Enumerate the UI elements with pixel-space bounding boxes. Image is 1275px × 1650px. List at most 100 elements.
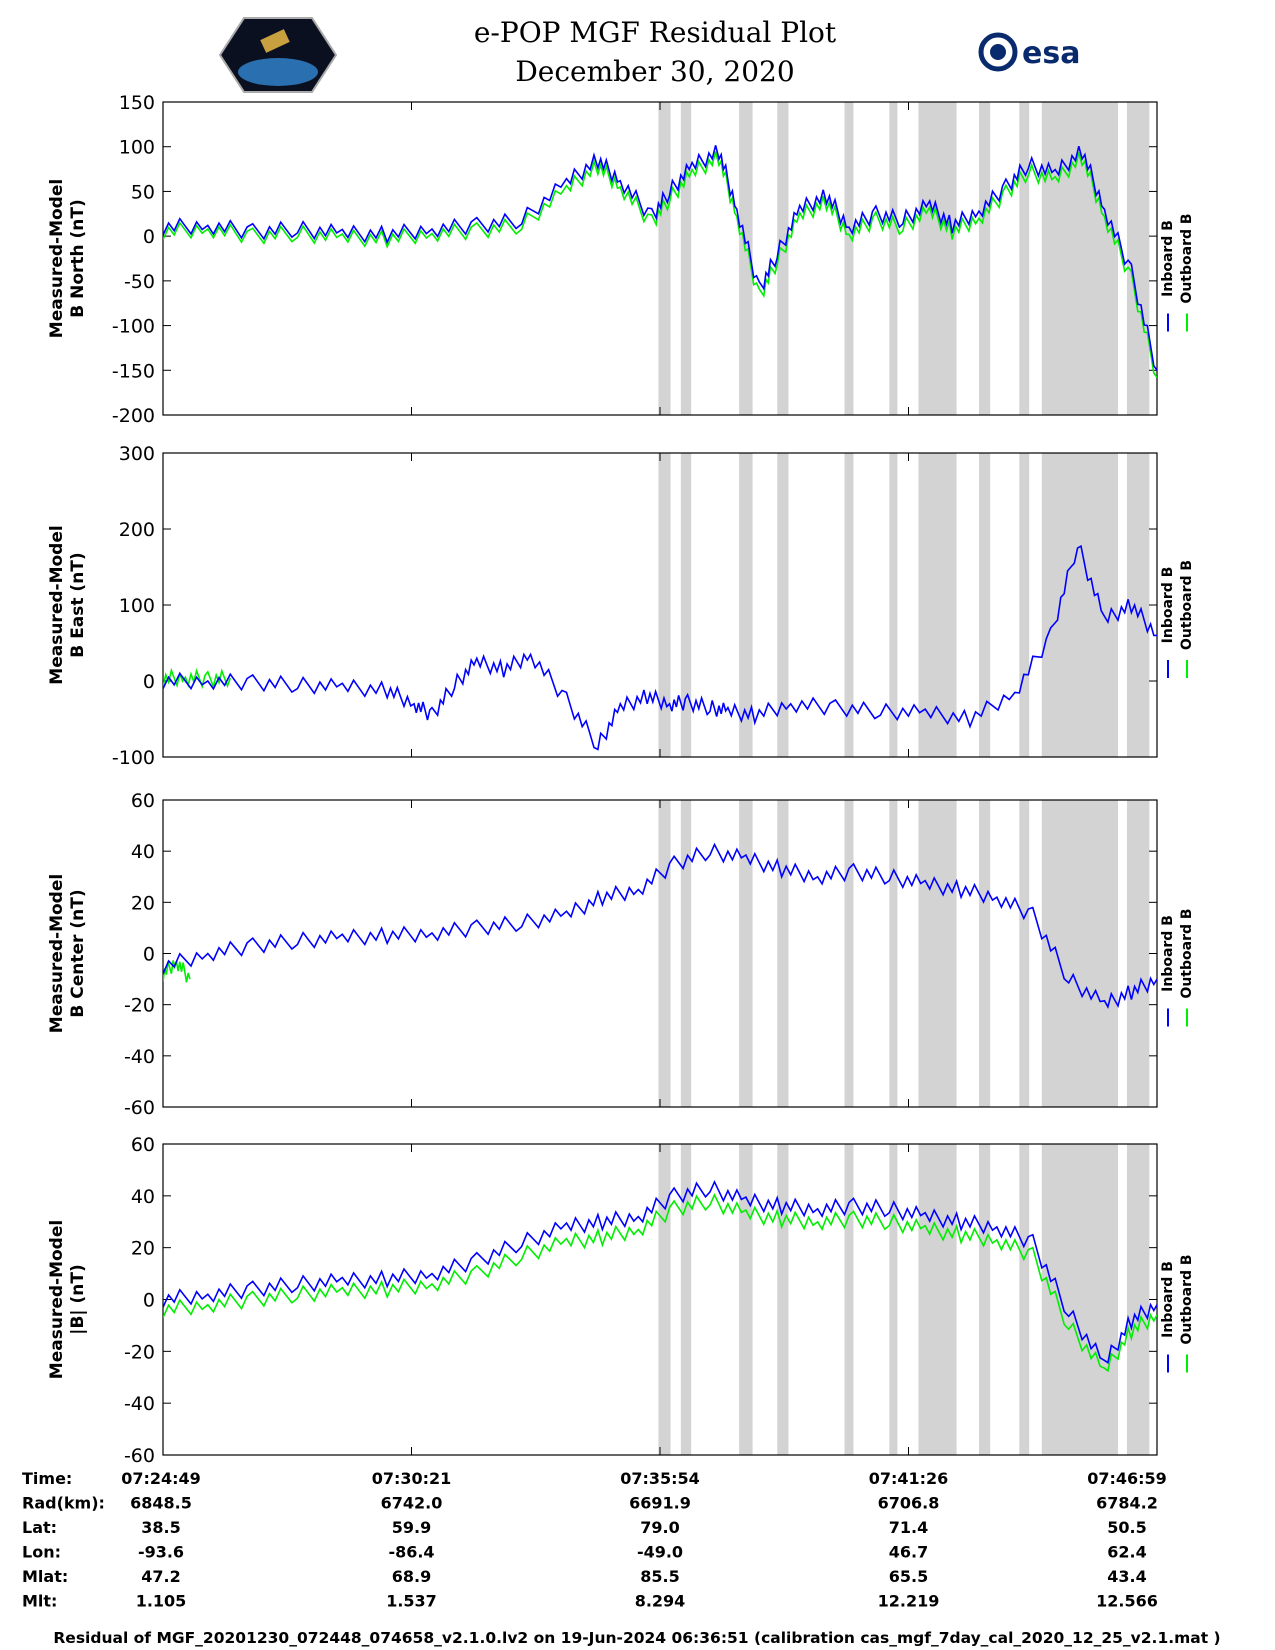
legend: Inboard B Outboard B: [1160, 1254, 1195, 1373]
cassiope-logo: [218, 17, 338, 93]
shaded-interval: [979, 1144, 991, 1455]
shaded-interval: [844, 453, 854, 757]
shaded-interval: [680, 1144, 692, 1455]
info-value: 12.219: [878, 1592, 940, 1611]
legend-inboard-label: Inboard B: [1160, 567, 1176, 644]
shaded-interval: [1126, 453, 1150, 757]
shaded-interval: [889, 800, 898, 1107]
legend-outboard-label: Outboard B: [1179, 560, 1195, 650]
y-axis-label: Measured-Model: [47, 1220, 67, 1379]
info-value: 1.537: [386, 1592, 437, 1611]
orbit-info-table: Time: 07:24:49 07:30:21 07:35:54 07:41:26 07:…: [22, 1469, 1167, 1611]
info-row-label: Mlt:: [22, 1592, 57, 1611]
y-tick-label: -150: [112, 360, 155, 382]
y-tick-label: -20: [124, 995, 155, 1017]
series-line-inboard: [163, 544, 1157, 751]
y-tick-label: -20: [124, 1341, 155, 1363]
y-tick-label: 20: [131, 1238, 155, 1260]
y-tick-label: 150: [119, 92, 155, 114]
info-value: 85.5: [640, 1567, 679, 1586]
y-tick-label: -100: [112, 316, 155, 338]
info-value: 46.7: [889, 1543, 928, 1562]
info-row-label: Mlat:: [22, 1567, 68, 1586]
legend-outboard-label: Outboard B: [1179, 1254, 1195, 1344]
panel-b-magnitude: 60 40 20 0 -20 -40 -60 Measured-Model |B| (nT) In…: [47, 1134, 1195, 1467]
series-line-outboard: [163, 1193, 1157, 1373]
shaded-interval: [979, 800, 991, 1107]
shaded-interval: [739, 800, 753, 1107]
shaded-interval: [739, 453, 753, 757]
info-value: 62.4: [1107, 1543, 1146, 1562]
y-axis-label: |B| (nT): [68, 1264, 88, 1335]
shaded-interval: [1126, 800, 1150, 1107]
y-tick-label: 60: [131, 1134, 155, 1156]
y-axis-label: Measured-Model: [47, 179, 67, 338]
y-tick-label: 0: [143, 226, 155, 248]
info-value: 50.5: [1107, 1518, 1146, 1537]
series-line-outboard: [163, 151, 1157, 378]
info-row-label: Lat:: [22, 1518, 57, 1537]
y-tick-label: 0: [143, 944, 155, 966]
shaded-interval: [889, 102, 898, 415]
series-line-inboard: [163, 842, 1157, 1010]
y-axis-label: Measured-Model: [47, 874, 67, 1033]
y-tick-label: 0: [143, 671, 155, 693]
info-value: 07:24:49: [121, 1469, 201, 1488]
shaded-interval: [918, 453, 957, 757]
shaded-interval: [658, 1144, 671, 1455]
shaded-interval: [979, 453, 991, 757]
y-tick-label: 50: [131, 181, 155, 203]
shaded-interval: [777, 800, 789, 1107]
shaded-interval: [777, 102, 789, 415]
info-value: 6784.2: [1096, 1494, 1158, 1513]
info-value: 38.5: [141, 1518, 180, 1537]
footer-caption: Residual of MGF_20201230_072448_074658_v…: [53, 1629, 1220, 1647]
shaded-interval: [1019, 1144, 1030, 1455]
y-tick-label: -60: [124, 1445, 155, 1467]
esa-logo-text: esa: [1022, 36, 1080, 71]
info-value: 12.566: [1096, 1592, 1158, 1611]
shaded-interval: [1126, 102, 1150, 415]
series-line-inboard: [163, 145, 1157, 371]
shaded-interval: [918, 102, 957, 415]
info-value: 07:41:26: [869, 1469, 949, 1488]
info-value: 8.294: [635, 1592, 686, 1611]
info-value: 6848.5: [130, 1494, 192, 1513]
shaded-interval: [658, 800, 671, 1107]
panel-b-east: 300 200 100 0 -100 Measured-Model B East (nT) I…: [47, 443, 1195, 769]
shaded-interval: [844, 1144, 854, 1455]
shaded-interval: [680, 800, 692, 1107]
series-line-inboard: [163, 1180, 1157, 1365]
legend-outboard-label: Outboard B: [1179, 213, 1195, 303]
shaded-interval: [889, 453, 898, 757]
y-tick-label: -100: [112, 747, 155, 769]
panel-b-center: 60 40 20 0 -20 -40 -60 Measured-Model B Center (…: [47, 790, 1195, 1119]
info-value: 07:46:59: [1087, 1469, 1167, 1488]
info-value: 65.5: [889, 1567, 928, 1586]
shaded-interval: [777, 453, 789, 757]
info-row-label: Time:: [22, 1469, 72, 1488]
info-value: 68.9: [392, 1567, 431, 1586]
info-value: -86.4: [388, 1543, 434, 1562]
shaded-interval: [777, 1144, 789, 1455]
legend-inboard-label: Inboard B: [1160, 1261, 1176, 1338]
info-value: 79.0: [640, 1518, 679, 1537]
y-tick-label: -200: [112, 405, 155, 427]
shaded-interval: [918, 1144, 957, 1455]
shaded-interval: [1019, 453, 1030, 757]
info-value: 6706.8: [878, 1494, 940, 1513]
shaded-interval: [844, 102, 854, 415]
shaded-interval: [680, 102, 692, 415]
info-value: 71.4: [889, 1518, 928, 1537]
info-value: 6742.0: [381, 1494, 443, 1513]
info-value: 47.2: [141, 1567, 180, 1586]
header: e-POP MGF Residual Plot December 30, 202…: [218, 16, 1080, 93]
y-tick-label: 40: [131, 1186, 155, 1208]
info-value: -93.6: [138, 1543, 184, 1562]
y-tick-label: 100: [119, 137, 155, 159]
info-value: 43.4: [1107, 1567, 1146, 1586]
legend-inboard-label: Inboard B: [1160, 915, 1176, 992]
y-axis-label: B East (nT): [68, 552, 88, 657]
info-value: 07:30:21: [372, 1469, 452, 1488]
